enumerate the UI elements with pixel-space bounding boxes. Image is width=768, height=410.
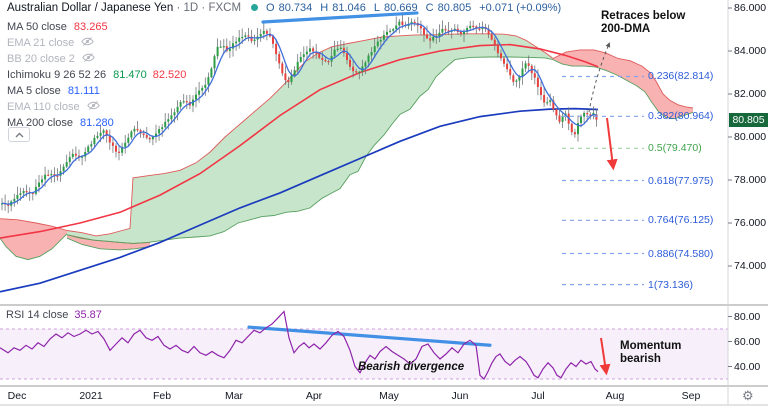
indicator-label: MA 5 close bbox=[7, 85, 61, 97]
ma5-line[interactable] bbox=[1, 22, 597, 205]
axis-tick-marks bbox=[728, 7, 732, 367]
indicator-row-ema-110-close[interactable]: EMA 110 close bbox=[7, 99, 192, 115]
indicator-legend: MA 50 close 83.265 EMA 21 close BB 20 close… bbox=[7, 19, 192, 131]
time-axis-label: Dec bbox=[7, 390, 27, 402]
rsi-label: RSI 14 close bbox=[6, 309, 69, 321]
indicator-row-bb-20-close-2[interactable]: BB 20 close 2 bbox=[7, 51, 192, 67]
arrow-price-down[interactable] bbox=[606, 117, 618, 171]
indicator-label: BB 20 close 2 bbox=[7, 53, 75, 65]
indicator-row-ichimoku-9-26-52-26[interactable]: Ichimoku 9 26 52 26 81.470 82.520 bbox=[7, 67, 192, 83]
price-tick-label: 86.000 bbox=[734, 2, 767, 14]
indicator-value: 81.111 bbox=[67, 85, 100, 97]
rsi-legend[interactable]: RSI 14 close 35.87 bbox=[6, 309, 102, 321]
exchange-label: FXCM bbox=[208, 2, 242, 14]
rsi-tick-label: 60.00 bbox=[734, 335, 761, 348]
symbol-header: Australian Dollar / Japanese Yen · 1D · … bbox=[7, 2, 565, 14]
visibility-off-icon[interactable] bbox=[86, 100, 100, 111]
fib-level-label[interactable]: 0.5(79.470) bbox=[648, 142, 702, 155]
trendline-main[interactable] bbox=[261, 11, 419, 24]
time-axis-label: Jun bbox=[451, 390, 469, 402]
price-tick-label: 78.000 bbox=[734, 174, 767, 186]
indicator-label: Ichimoku 9 26 52 26 bbox=[7, 69, 107, 81]
indicator-label: EMA 21 close bbox=[7, 37, 75, 49]
time-axis-label: Aug bbox=[605, 390, 625, 402]
indicator-label: EMA 110 close bbox=[7, 101, 80, 113]
time-axis-label: Feb bbox=[152, 390, 172, 402]
rsi-value: 35.87 bbox=[74, 309, 102, 321]
last-price-badge: 80.805 bbox=[729, 112, 768, 127]
price-tick-label: 84.000 bbox=[734, 45, 767, 57]
time-axis-label: Mar bbox=[224, 390, 244, 402]
visibility-off-icon[interactable] bbox=[81, 36, 95, 47]
annotation-retraces[interactable]: Retraces below 200-DMA bbox=[601, 10, 686, 35]
trendline-rsi-divergence[interactable] bbox=[247, 325, 492, 347]
market-status-icon bbox=[251, 4, 259, 12]
fib-level-label[interactable]: 0.886(74.580) bbox=[648, 247, 714, 260]
annotation-bearish-divergence[interactable]: Bearish divergence bbox=[358, 361, 465, 373]
rsi-tick-label: 80.00 bbox=[734, 310, 761, 323]
rsi-line[interactable] bbox=[0, 310, 599, 380]
indicator-row-ma-50-close[interactable]: MA 50 close 83.265 bbox=[7, 19, 192, 35]
fib-retracement-lines[interactable] bbox=[562, 75, 644, 286]
time-axis-label: Sep bbox=[681, 390, 701, 402]
indicator-row-ma-200-close[interactable]: MA 200 close 81.280 bbox=[7, 115, 192, 131]
indicator-value: 81.470 bbox=[113, 69, 147, 81]
ma200-line[interactable] bbox=[0, 107, 599, 293]
ma50-line[interactable] bbox=[0, 43, 599, 239]
indicator-value: 83.265 bbox=[73, 21, 108, 33]
symbol-name[interactable]: Australian Dollar / Japanese Yen bbox=[7, 2, 174, 14]
price-tick-label: 76.000 bbox=[734, 217, 767, 229]
arrow-dashed-annotation[interactable] bbox=[588, 42, 611, 113]
indicator-value: 82.520 bbox=[152, 69, 187, 81]
fib-level-label[interactable]: 0.618(77.975) bbox=[648, 174, 714, 187]
indicator-value: 81.280 bbox=[80, 117, 114, 129]
chevron-up-icon bbox=[15, 132, 23, 137]
interval-label[interactable]: 1D bbox=[183, 2, 199, 14]
price-tick-label: 74.000 bbox=[734, 260, 767, 272]
fib-level-label[interactable]: 1(73.136) bbox=[648, 278, 693, 291]
indicator-row-ma-5-close[interactable]: MA 5 close 81.111 bbox=[7, 83, 192, 99]
collapse-legend-button[interactable] bbox=[8, 127, 30, 142]
time-axis-label: May bbox=[379, 390, 399, 402]
ohlc-readout: O 80.734 H 81.046 L 80.669 C 80.805 +0.071 (+0.0… bbox=[266, 2, 562, 14]
rsi-tick-label: 40.00 bbox=[734, 360, 761, 373]
time-axis-label: Apr bbox=[305, 390, 323, 402]
time-axis-label: Jul bbox=[531, 390, 545, 402]
fib-level-label[interactable]: 0.764(76.125) bbox=[648, 214, 714, 227]
arrow-rsi-down[interactable] bbox=[599, 337, 611, 376]
change-readout: +0.071 (+0.09%) bbox=[479, 2, 562, 14]
annotation-momentum[interactable]: Momentum bearish bbox=[620, 340, 682, 365]
price-tick-label: 80.000 bbox=[734, 131, 767, 143]
indicator-row-ema-21-close[interactable]: EMA 21 close bbox=[7, 35, 192, 51]
gear-icon[interactable]: ⚙ bbox=[742, 388, 754, 403]
price-tick-label: 82.000 bbox=[734, 88, 767, 100]
visibility-off-icon[interactable] bbox=[82, 52, 95, 63]
indicator-label: MA 50 close bbox=[7, 21, 67, 33]
fib-level-label[interactable]: 0.236(82.814) bbox=[648, 70, 714, 83]
time-axis-label: 2021 bbox=[79, 390, 103, 402]
indicator-label: MA 200 close bbox=[7, 117, 74, 129]
fib-level-label[interactable]: 0.382(80.964) bbox=[648, 110, 714, 123]
